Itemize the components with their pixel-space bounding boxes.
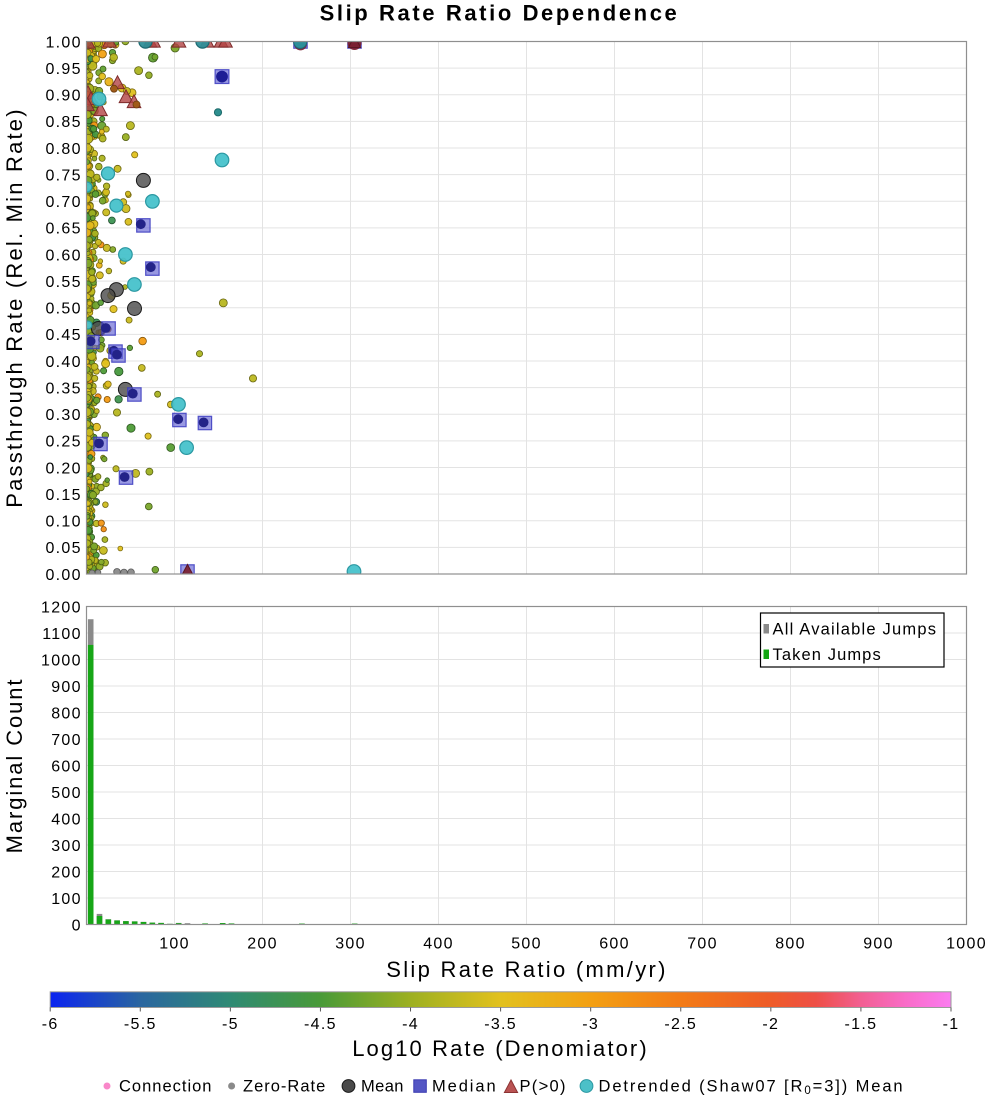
svg-text:-5: -5 [222,1016,239,1033]
svg-text:1.00: 1.00 [45,34,81,51]
svg-text:500: 500 [511,936,542,953]
svg-text:300: 300 [335,936,366,953]
svg-text:0.10: 0.10 [45,514,81,531]
svg-text:0.65: 0.65 [45,221,81,238]
svg-text:900: 900 [863,936,894,953]
svg-text:1100: 1100 [42,626,82,643]
svg-text:0.70: 0.70 [45,194,81,211]
svg-text:Mean: Mean [361,1078,404,1096]
svg-text:900: 900 [51,679,82,696]
svg-text:700: 700 [687,936,718,953]
svg-text:Passthrough Rate (Rel. Min Rat: Passthrough Rate (Rel. Min Rate) [2,107,27,508]
svg-text:0.75: 0.75 [45,167,81,184]
svg-text:Log10 Rate (Denomiator): Log10 Rate (Denomiator) [352,1036,649,1061]
svg-text:0.80: 0.80 [45,141,81,158]
svg-text:Zero-Rate: Zero-Rate [243,1078,326,1096]
svg-text:P(>0): P(>0) [520,1078,567,1096]
svg-text:0.85: 0.85 [45,114,81,131]
svg-text:0.95: 0.95 [45,61,81,78]
svg-text:Detrended (Shaw07 [R0=3]) Mean: Detrended (Shaw07 [R0=3]) Mean [599,1078,905,1098]
svg-text:0.35: 0.35 [45,380,81,397]
svg-text:-3.5: -3.5 [484,1016,517,1033]
svg-text:300: 300 [51,838,82,855]
svg-text:-2.5: -2.5 [664,1016,697,1033]
svg-text:800: 800 [775,936,806,953]
svg-text:0.30: 0.30 [45,407,81,424]
svg-text:0.60: 0.60 [45,247,81,264]
svg-text:100: 100 [51,891,82,908]
svg-text:Slip Rate Ratio (mm/yr): Slip Rate Ratio (mm/yr) [386,957,668,982]
svg-text:500: 500 [51,785,82,802]
svg-text:1200: 1200 [41,599,82,616]
svg-text:400: 400 [51,811,82,828]
svg-text:0.20: 0.20 [45,460,81,477]
svg-text:600: 600 [51,758,82,775]
svg-text:100: 100 [159,936,190,953]
svg-text:0: 0 [72,917,82,934]
svg-text:600: 600 [599,936,630,953]
svg-text:-4: -4 [402,1016,419,1033]
svg-text:0.15: 0.15 [45,487,81,504]
svg-text:0.05: 0.05 [45,540,81,557]
svg-text:-3: -3 [582,1016,599,1033]
svg-text:1000: 1000 [41,652,82,669]
svg-text:0.90: 0.90 [45,88,81,105]
svg-text:0.25: 0.25 [45,434,81,451]
svg-text:Slip Rate Ratio Dependence: Slip Rate Ratio Dependence [320,1,680,26]
svg-text:800: 800 [51,705,82,722]
svg-text:0.50: 0.50 [45,301,81,318]
svg-text:0.45: 0.45 [45,327,81,344]
svg-text:200: 200 [51,864,82,881]
svg-text:-6: -6 [42,1016,59,1033]
svg-text:-1.5: -1.5 [845,1016,878,1033]
svg-text:Taken Jumps: Taken Jumps [773,646,882,664]
svg-text:400: 400 [423,936,454,953]
svg-text:-4.5: -4.5 [304,1016,337,1033]
svg-text:-2: -2 [762,1016,779,1033]
svg-text:-1: -1 [943,1016,960,1033]
svg-text:0.40: 0.40 [45,354,81,371]
svg-text:All Available Jumps: All Available Jumps [773,621,938,639]
svg-text:1000: 1000 [946,936,987,953]
svg-text:0.00: 0.00 [45,567,81,584]
svg-text:700: 700 [51,732,82,749]
svg-text:-5.5: -5.5 [124,1016,157,1033]
svg-text:Median: Median [432,1078,498,1096]
svg-text:Connection: Connection [119,1078,212,1096]
svg-text:Marginal Count: Marginal Count [2,678,27,854]
svg-text:200: 200 [247,936,278,953]
svg-text:0.55: 0.55 [45,274,81,291]
